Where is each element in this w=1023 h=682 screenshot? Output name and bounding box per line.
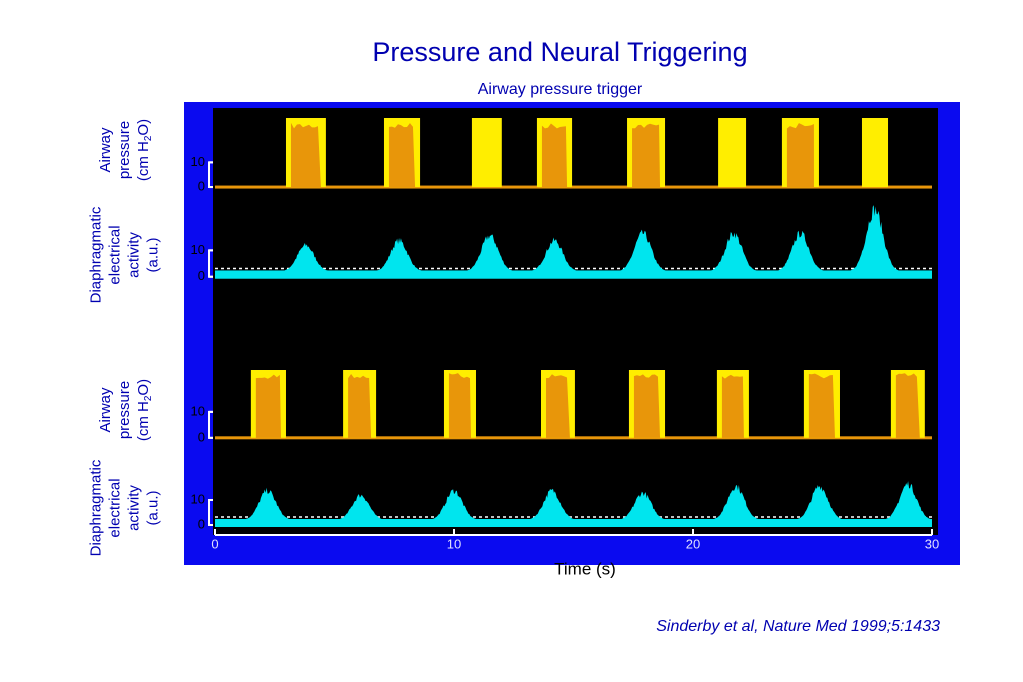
eadi-burst: [850, 205, 899, 277]
pressure-plateau: [721, 372, 744, 438]
eadi-burst: [776, 230, 825, 277]
pressure-plateau: [255, 372, 281, 438]
eadi-burst: [530, 237, 579, 277]
subtitle: Airway pressure trigger: [478, 81, 643, 98]
eadi-burst: [243, 487, 292, 525]
pressure-plateau: [632, 122, 661, 188]
y-label-line: activity: [125, 232, 142, 278]
pressure-plateau: [633, 372, 661, 438]
pressure-plateau: [348, 372, 372, 438]
eadi-burst: [884, 481, 932, 525]
eadi-burst: [618, 491, 667, 525]
unit-part: (cm H: [135, 401, 152, 441]
x-axis-label: Time (s): [554, 559, 616, 578]
unit-part: O): [135, 379, 152, 396]
y-axis-label: Diaphragmatic electrical activity (a.u.): [87, 206, 161, 303]
pressure-plateau: [808, 372, 835, 438]
pressure-plateau: [290, 122, 321, 188]
y-tick-label: 0: [198, 178, 205, 193]
y-label-line: Diaphragmatic: [87, 206, 104, 303]
pressure-plateau: [545, 372, 570, 438]
pressure-plateau: [786, 122, 814, 188]
title: Pressure and Neural Triggering: [372, 37, 747, 67]
y-label-line: Airway: [97, 387, 114, 433]
eadi-burst: [709, 232, 758, 277]
y-tick-label: 10: [191, 491, 205, 506]
eadi-burst: [795, 485, 844, 525]
eadi-burst: [465, 234, 514, 277]
x-tick-label: 0: [211, 536, 218, 551]
eadi-burst: [430, 489, 478, 525]
x-tick-label: 10: [447, 536, 461, 551]
y-tick-label: 0: [198, 268, 205, 283]
y-label-unit: (cm H2O): [135, 379, 154, 441]
x-tick-label: 30: [925, 536, 939, 551]
eadi-burst: [618, 229, 667, 277]
unit-part: (cm H: [135, 141, 152, 181]
y-axis-label: Airway pressure (cm H2O): [97, 119, 154, 181]
citation: Sinderby et al, Nature Med 1999;5:1433: [656, 618, 940, 635]
eadi-burst: [336, 494, 385, 525]
eadi-burst: [281, 242, 330, 277]
y-label-unit: (cm H2O): [135, 119, 154, 181]
pressure-plateau: [388, 122, 416, 188]
eadi-burst: [528, 488, 576, 525]
trigger-window: [718, 118, 747, 188]
y-axis-label: Diaphragmatic electrical activity (a.u.): [87, 459, 161, 556]
y-tick-label: 10: [191, 242, 205, 257]
y-tick-label: 0: [198, 516, 205, 531]
eadi-burst: [712, 485, 760, 525]
unit-part: 2: [143, 395, 154, 401]
unit-part: 2: [143, 135, 154, 141]
unit-part: O): [135, 119, 152, 136]
y-tick-label: 10: [191, 403, 205, 418]
pressure-baseline: [215, 185, 932, 189]
y-label-line: (a.u.): [144, 490, 161, 525]
x-tick-label: 20: [686, 536, 700, 551]
pressure-plateau: [541, 122, 568, 188]
y-label-line: (a.u.): [144, 237, 161, 272]
pressure-plateau: [448, 372, 471, 438]
y-label-line: Diaphragmatic: [87, 459, 104, 556]
y-label-line: Airway: [97, 127, 114, 173]
pressure-plateau: [895, 372, 920, 438]
y-label-line: electrical: [106, 478, 123, 537]
trigger-window: [861, 118, 889, 188]
eadi-burst: [375, 237, 423, 277]
y-tick-label: 0: [198, 429, 205, 444]
y-axis-label: Airway pressure (cm H2O): [97, 379, 154, 441]
trigger-window: [471, 118, 502, 188]
y-tick-label: 10: [191, 154, 205, 169]
y-label-line: electrical: [106, 225, 123, 284]
y-label-line: pressure: [116, 121, 133, 179]
y-label-line: pressure: [116, 381, 133, 439]
y-label-line: activity: [125, 485, 142, 531]
